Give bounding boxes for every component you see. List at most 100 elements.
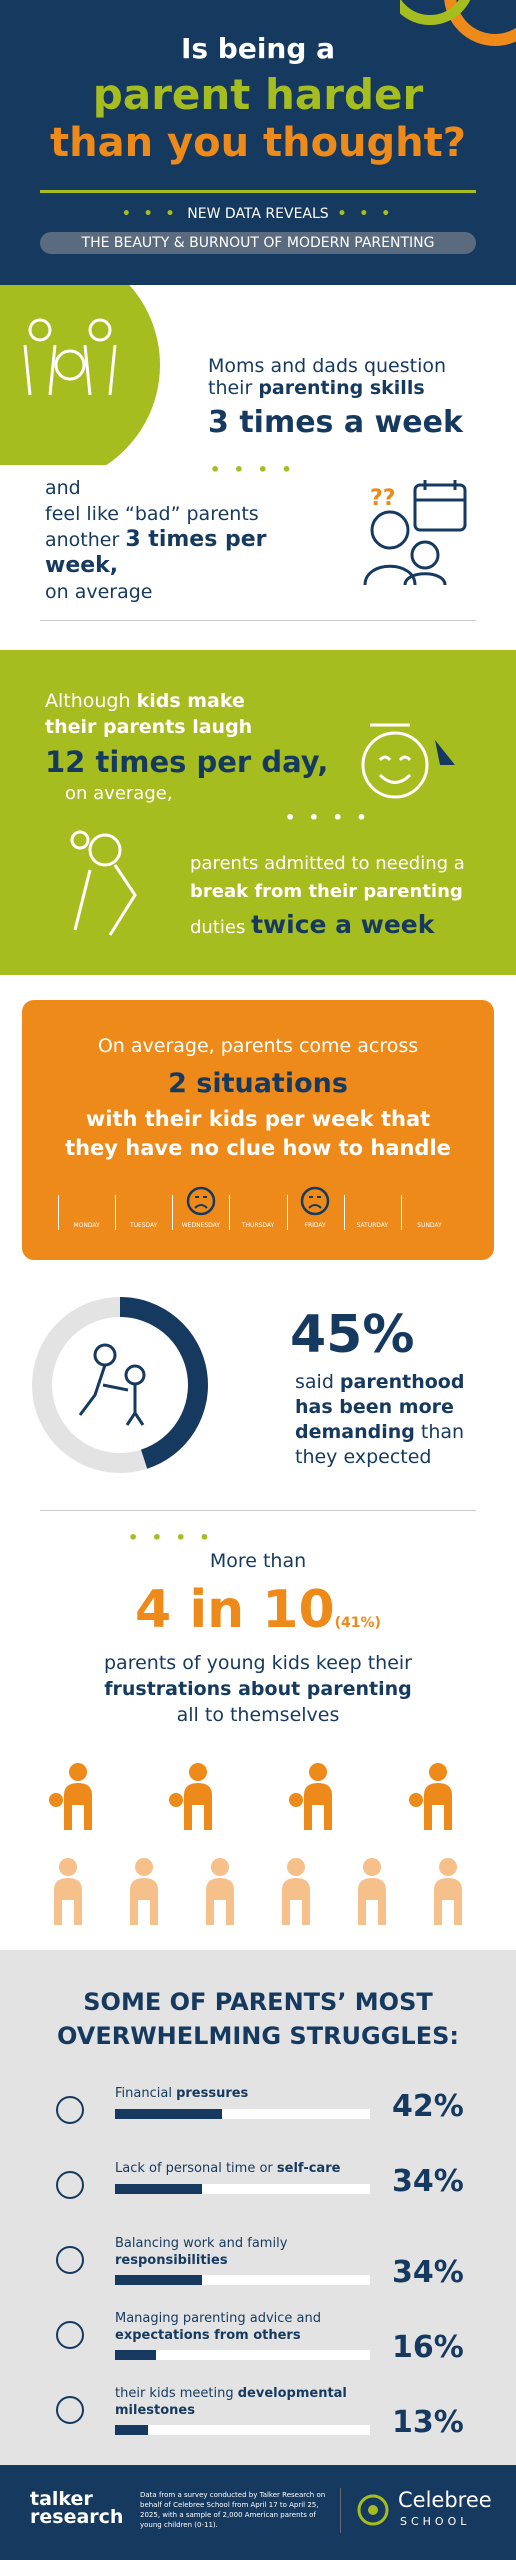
person-head [429,1763,447,1781]
icon-shape [56,2246,84,2274]
day-label: TUESDAY [129,1222,158,1229]
footer-logo: talker research [30,2488,124,2528]
title: Is being a [180,32,336,65]
divider [40,190,476,193]
struggle-bold: developmental milestones [115,2386,347,2418]
worried-face [186,1186,216,1216]
person-body [184,1783,212,1830]
struggle-text: Lack of personal time or [115,2161,277,2176]
person-body [206,1878,234,1925]
person-body [130,1878,158,1925]
child [49,1793,63,1807]
person-body [64,1783,92,1830]
footer-note: Data from a survey conducted by Talker R… [140,2491,326,2529]
struggle-value: 13% [392,2405,464,2440]
bar-track [115,2425,370,2435]
person-head [309,1763,327,1781]
brand: Celebree [398,2488,492,2512]
struggle-icon [56,2246,84,2274]
struggle-icon [56,2321,84,2349]
struggle-label: their kids meeting developmental milesto… [115,2385,365,2419]
day-label: WEDNESDAY [181,1222,220,1229]
struggle-icon [56,2396,84,2424]
divider [40,620,476,621]
day-tick [400,1195,402,1230]
struggle-label: Financial pressures [115,2085,365,2102]
demanding-value: 45% [290,1305,415,1365]
bar [115,2275,202,2285]
green-section [0,650,516,975]
struggle-value: 16% [392,2330,464,2365]
person-body [282,1878,310,1925]
situations-stat: 2 situations [168,1068,348,1099]
day-tick [286,1195,288,1230]
struggles-bg [0,1950,516,2465]
more-text: More than [209,1550,307,1572]
green-blob [0,285,160,465]
brand-sub: SCHOOL [400,2515,471,2528]
person-head [211,1858,229,1876]
person-head [69,1763,87,1781]
day-tick [115,1195,117,1230]
icon-shape [56,2396,84,2424]
skills-text: Moms and dads question their parenting sk… [208,355,447,399]
icon-shape [56,2171,84,2199]
break-text: parents admitted to needing a break from … [190,853,465,902]
struggle-text: Balancing work and family [115,2236,288,2251]
person-head [363,1858,381,1876]
dots: • • • • [285,808,371,827]
brand-icon [357,2494,389,2526]
parent-icon: ?? [363,480,467,586]
person-head [135,1858,153,1876]
struggle-value: 34% [392,2255,464,2290]
bar-track [115,2275,370,2285]
mouth [308,1196,322,1209]
child [409,1793,423,1807]
person-body [304,1783,332,1830]
worried-face [300,1186,330,1216]
people-icons [49,1763,462,1925]
demanding-text: said parenthood has been more demanding … [295,1371,465,1468]
person-head [189,1763,207,1781]
laugh-stat: 12 times per day, [45,745,329,779]
face [186,1186,216,1216]
situations-text: with their kids per week that they have … [65,1107,451,1160]
day-label: FRIDAY [304,1222,326,1229]
struggles-list: Financial pressures 42% Lack of personal t… [0,2085,516,2455]
day-tick [172,1195,174,1230]
struggle-bold: self-care [276,2161,341,2176]
struggles-title: SOME OF PARENTS’ MOST OVERWHELMING STRUG… [57,1988,459,2050]
divider [40,1510,476,1511]
title: than you thought? [50,120,466,166]
struggle-icon [56,2096,84,2124]
break-icon [70,830,137,936]
person-body [424,1783,452,1830]
more-stat: 4 in 10(41%) [135,1580,381,1640]
struggle-value: 42% [392,2089,464,2124]
day-tick [343,1195,345,1230]
day-label: SATURDAY [356,1222,389,1229]
person-head [287,1858,305,1876]
laugh-text: on average, [65,783,173,804]
laugh-text: Although kids make their parents laugh [45,690,253,738]
bar-track [115,2184,370,2194]
icon-shape [56,2321,84,2349]
footer-divider [340,2488,341,2533]
day-label: THURSDAY [241,1222,275,1229]
struggle-label: Balancing work and family responsibiliti… [115,2235,365,2269]
parent-child-icon [78,1343,146,1426]
day-label: SUNDAY [417,1222,442,1229]
child [169,1793,183,1807]
bar [115,2184,202,2194]
title: parent harder [92,70,424,119]
struggle-value: 34% [392,2164,464,2199]
footer [0,2465,516,2560]
smile-icon [361,723,455,799]
struggle-icon [56,2171,84,2199]
person-head [59,1858,77,1876]
donut [32,1297,208,1473]
mouth [194,1196,208,1209]
skills-stat: 3 times a week [208,405,463,440]
dots: • • • • [128,1528,214,1547]
